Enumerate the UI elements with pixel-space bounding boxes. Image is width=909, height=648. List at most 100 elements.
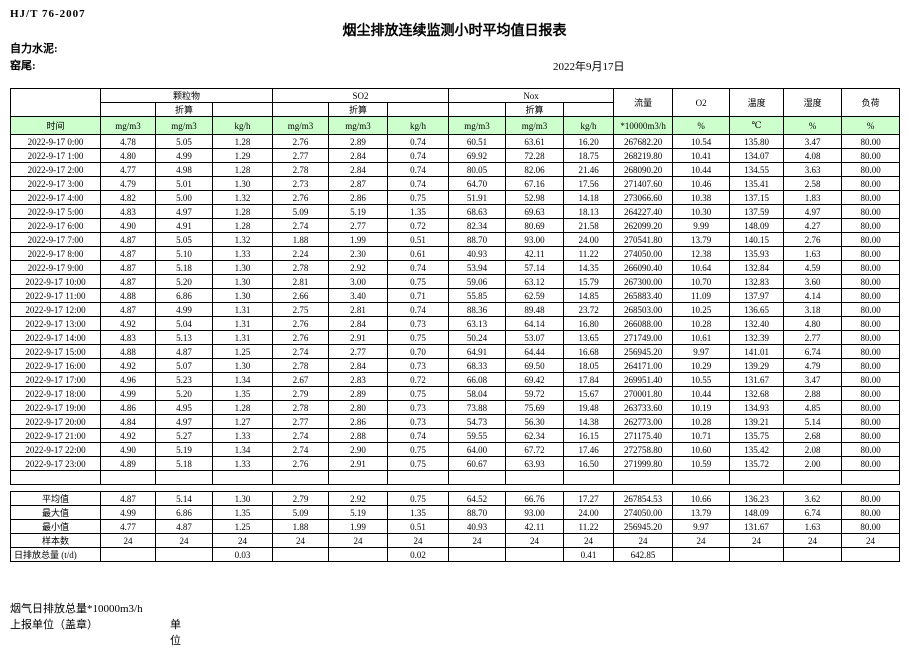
summary-value-cell: 24 [783, 533, 842, 548]
value-cell: 16.68 [563, 344, 615, 359]
summary-value-cell: 2.79 [272, 491, 329, 506]
value-cell: 4.79 [100, 176, 156, 191]
sub-blank [563, 102, 615, 117]
value-cell: 2.30 [328, 246, 389, 261]
value-cell: 1.99 [328, 232, 389, 247]
summary-value-cell: 24 [729, 533, 784, 548]
table-row: 2022-9-17 1:00 4.80 4.99 1.29 2.77 2.84 0.74 69… [10, 148, 901, 163]
value-cell: 10.29 [672, 358, 731, 373]
time-cell: 2022-9-17 6:00 [10, 218, 101, 233]
value-cell: 1.28 [211, 218, 274, 233]
value-cell: 10.41 [672, 148, 731, 163]
value-cell: 2.81 [272, 274, 330, 289]
value-cell: 73.88 [448, 400, 507, 415]
empty-cell [211, 470, 274, 485]
value-cell: 271407.60 [613, 176, 674, 191]
value-cell: 1.30 [211, 274, 274, 289]
value-cell: 4.92 [100, 358, 156, 373]
value-cell: 4.27 [783, 218, 843, 233]
value-cell: 82.06 [505, 162, 565, 177]
value-cell: 267300.00 [613, 274, 674, 289]
unit-cell: *10000m3/h [613, 116, 674, 135]
summary-value-cell: 0.51 [387, 519, 449, 534]
summary-value-cell: 10.66 [672, 491, 730, 506]
value-cell: 4.14 [783, 288, 843, 303]
value-cell: 263733.60 [613, 400, 674, 415]
value-cell: 2.83 [328, 372, 389, 387]
value-cell: 4.80 [783, 316, 843, 331]
value-cell: 4.87 [100, 302, 156, 317]
value-cell: 80.00 [841, 274, 901, 289]
summary-value-cell: 5.19 [328, 505, 388, 520]
footer-flue-gas-total: 烟气日排放总量*10000m3/h [10, 603, 143, 615]
value-cell: 4.96 [100, 372, 156, 387]
value-cell: 274050.00 [613, 246, 674, 261]
value-cell: 10.25 [672, 302, 731, 317]
value-cell: 89.48 [505, 302, 565, 317]
summary-value-cell: 131.67 [729, 519, 784, 534]
value-cell: 5.13 [155, 330, 213, 345]
value-cell: 5.05 [155, 232, 213, 247]
value-cell: 2.24 [272, 246, 330, 261]
value-cell: 69.42 [505, 372, 565, 387]
summary-value-cell: 0.75 [387, 491, 449, 506]
empty-cell [387, 470, 450, 485]
time-cell: 2022-9-17 4:00 [10, 190, 101, 205]
summary-value-cell: 11.22 [563, 519, 614, 534]
table-row: 2022-9-17 18:00 4.99 5.20 1.35 2.79 2.89 0.75 5… [10, 386, 901, 401]
value-cell: 9.99 [672, 218, 731, 233]
value-cell: 1.35 [211, 386, 274, 401]
col-load: 负荷 [841, 88, 901, 117]
value-cell: 2.73 [272, 176, 330, 191]
value-cell: 0.74 [387, 162, 450, 177]
value-cell: 13.79 [672, 232, 731, 247]
reporting-unit-label: 上报单位（盖章） [10, 619, 98, 631]
value-cell: 2.76 [272, 134, 330, 149]
value-cell: 264227.40 [613, 204, 674, 219]
table-row: 2022-9-17 20:00 4.84 4.97 1.27 2.77 2.86 0.73 5… [10, 414, 901, 429]
summary-value-cell [672, 547, 730, 562]
summary-value-cell: 24 [212, 533, 273, 548]
summary-value-cell: 24 [448, 533, 506, 548]
empty-cell [10, 470, 101, 485]
table-row: 2022-9-17 7:00 4.87 5.05 1.32 1.88 1.99 0.51 88… [10, 232, 901, 247]
summary-value-cell [328, 547, 388, 562]
value-cell: 3.18 [783, 302, 843, 317]
value-cell: 0.71 [387, 288, 450, 303]
col-group-particulate: 颗粒物 [99, 88, 274, 103]
value-cell: 10.28 [672, 316, 731, 331]
value-cell: 134.55 [729, 162, 785, 177]
value-cell: 75.69 [505, 400, 565, 415]
value-cell: 17.46 [563, 442, 615, 457]
summary-value-cell: 24 [328, 533, 388, 548]
summary-value-cell: 1.99 [328, 519, 388, 534]
summary-value-cell: 24 [563, 533, 614, 548]
empty-cell [100, 470, 156, 485]
value-cell: 0.73 [387, 400, 450, 415]
summary-value-cell: 24 [613, 533, 673, 548]
value-cell: 5.05 [155, 134, 213, 149]
summary-value-cell: 1.63 [783, 519, 842, 534]
value-cell: 80.00 [841, 456, 901, 471]
value-cell: 55.85 [448, 288, 507, 303]
value-cell: 4.91 [155, 218, 213, 233]
empty-cell [729, 470, 785, 485]
value-cell: 64.00 [448, 442, 507, 457]
value-cell: 148.09 [729, 218, 785, 233]
value-cell: 137.15 [729, 190, 785, 205]
summary-value-cell: 24 [505, 533, 564, 548]
summary-value-cell: 9.97 [672, 519, 730, 534]
unit-cell: mg/m3 [155, 116, 213, 135]
value-cell: 139.29 [729, 358, 785, 373]
value-cell: 67.72 [505, 442, 565, 457]
value-cell: 67.16 [505, 176, 565, 191]
value-cell: 135.41 [729, 176, 785, 191]
value-cell: 4.89 [100, 456, 156, 471]
summary-value-cell: 3.62 [783, 491, 842, 506]
unit-cell: mg/m3 [328, 116, 389, 135]
empty-cell [613, 470, 674, 485]
value-cell: 5.18 [155, 260, 213, 275]
summary-value-cell: 5.09 [272, 505, 329, 520]
value-cell: 135.80 [729, 134, 785, 149]
value-cell: 2.84 [328, 316, 389, 331]
